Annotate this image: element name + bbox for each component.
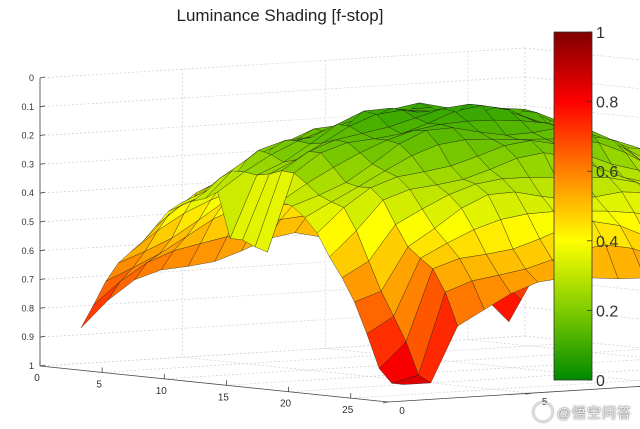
z-tick-label: 0 [29, 73, 34, 83]
z-tick-label: 0.8 [21, 303, 34, 313]
z-tick-label: 0.5 [21, 217, 34, 227]
z-tick [39, 134, 46, 136]
floor-grid-line-x [288, 369, 640, 393]
z-tick [39, 307, 46, 309]
y-axis-line [387, 386, 640, 403]
floor-grid-line-x [350, 379, 640, 399]
z-tick [39, 364, 46, 367]
z-tick-label: 0.7 [21, 275, 34, 285]
z-tick [39, 278, 46, 280]
z-tick-label: 0.3 [21, 159, 34, 169]
colorbar-tick-label: 0.6 [596, 164, 618, 181]
colorbar-tick-label: 0.4 [596, 234, 618, 251]
z-tick-label: 0.4 [21, 188, 34, 198]
y-tick [525, 392, 531, 395]
x-tick-label: 25 [342, 405, 354, 416]
watermark-text: @悟空问答 [556, 405, 632, 421]
z-tick [39, 335, 46, 338]
colorbar-tick-label: 0 [596, 373, 605, 390]
x-tick-label: 10 [156, 386, 168, 397]
left-wall-grid-line [39, 47, 526, 79]
z-tick-label: 0.2 [21, 131, 34, 141]
watermark-logo-icon [532, 402, 553, 422]
z-tick-label: 0.1 [21, 102, 34, 112]
surface-patch [80, 281, 121, 329]
colorbar-tick-label: 0.8 [596, 95, 618, 112]
watermark: @悟空问答 [532, 402, 632, 423]
z-tick [39, 220, 46, 223]
z-tick-label: 0.9 [21, 332, 34, 342]
z-tick [39, 249, 46, 252]
left-wall-grid-line [39, 76, 526, 108]
colorbar-tick-label: 0.2 [596, 303, 618, 320]
z-tick [39, 191, 46, 194]
colorbar-tick-label: 1 [596, 25, 605, 42]
z-tick-label: 0.6 [21, 246, 34, 256]
y-tick-label: 0 [399, 406, 405, 417]
x-tick-label: 0 [34, 373, 40, 384]
x-tick-label: 20 [280, 399, 292, 410]
x-axis-line [39, 365, 389, 403]
floor-grid-line-x [102, 342, 588, 373]
chart-title: Luminance Shading [f-stop] [176, 6, 384, 25]
x-tick-label: 5 [96, 379, 102, 390]
floor-grid-line-y [325, 348, 640, 382]
z-tick [39, 163, 46, 165]
z-tick [39, 105, 46, 108]
x-tick-label: 15 [218, 392, 230, 403]
z-tick [39, 76, 46, 79]
z-tick-label: 1 [29, 361, 34, 371]
floor-grid-line-x [226, 359, 640, 386]
colorbar [553, 31, 593, 381]
y-tick [382, 401, 389, 404]
